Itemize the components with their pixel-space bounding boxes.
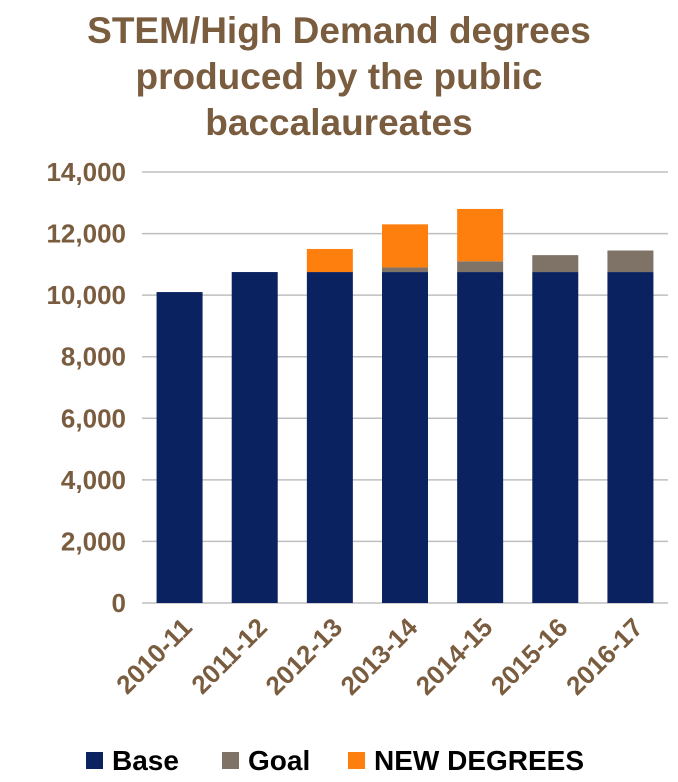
bar-goal-2013-14 [382, 267, 428, 273]
bar-base-2014-15 [457, 272, 504, 603]
bar-base-2016-17 [607, 272, 654, 603]
x-tick-label: 2016-17 [560, 612, 649, 701]
legend-swatch-goal [222, 752, 239, 769]
bar-base-2011-12 [231, 272, 278, 603]
y-tick-label: 8,000 [61, 342, 126, 372]
y-tick-label: 12,000 [46, 219, 126, 249]
x-tick-label: 2013-14 [335, 612, 424, 701]
legend-label-goal: Goal [248, 745, 310, 776]
chart-title: STEM/High Demand degrees produced by the… [0, 8, 678, 146]
y-tick-label: 14,000 [46, 157, 126, 187]
legend-swatch-base [86, 752, 103, 769]
legend: Base Goal NEW DEGREES [86, 745, 584, 776]
y-axis-ticks: 0 2,000 4,000 6,000 8,000 10,000 12,000 14,000 [46, 157, 126, 618]
y-tick-label: 0 [112, 588, 126, 618]
y-tick-label: 2,000 [61, 526, 126, 556]
x-tick-label: 2011-12 [185, 612, 273, 700]
bar-new-degrees-2014-15 [457, 208, 504, 262]
y-tick-label: 4,000 [61, 465, 126, 495]
bars [156, 208, 654, 603]
legend-label-base: Base [112, 745, 179, 776]
x-tick-label: 2012-13 [259, 612, 348, 701]
x-tick-label: 2015-16 [485, 612, 574, 701]
bar-goal-2015-16 [532, 255, 579, 273]
chart-title-line-1: STEM/High Demand degrees [87, 10, 591, 51]
x-axis-ticks: 2010-112011-122012-132013-142014-152015-… [110, 612, 649, 701]
y-tick-label: 10,000 [46, 280, 126, 310]
y-tick-label: 6,000 [61, 403, 126, 433]
chart-title-line-3: baccalaureates [205, 102, 473, 143]
bar-goal-2014-15 [457, 261, 504, 273]
bar-base-2013-14 [382, 272, 428, 603]
bar-new-degrees-2013-14 [382, 224, 428, 268]
chart-title-line-2: produced by the public [135, 56, 543, 97]
legend-swatch-new-degrees [348, 752, 365, 769]
bar-base-2012-13 [306, 272, 353, 603]
x-tick-label: 2010-11 [110, 612, 198, 700]
legend-label-new-degrees: NEW DEGREES [374, 745, 584, 776]
bar-new-degrees-2012-13 [306, 248, 353, 273]
bar-base-2010-11 [156, 292, 203, 603]
bar-goal-2016-17 [607, 250, 654, 273]
bar-base-2015-16 [532, 272, 579, 603]
x-tick-label: 2014-15 [410, 612, 499, 701]
